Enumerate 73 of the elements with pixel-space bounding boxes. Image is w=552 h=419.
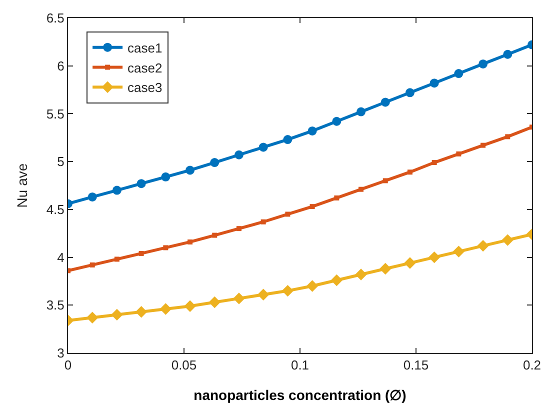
y-axis-title: Nu ave (14, 163, 30, 208)
point (90, 262, 95, 268)
point (358, 186, 364, 192)
y-tick-label: 6 (57, 58, 64, 74)
point (330, 274, 343, 286)
point (138, 250, 144, 256)
point (454, 69, 464, 78)
y-tick-label: 4.5 (46, 202, 64, 217)
point (234, 150, 244, 160)
point (257, 288, 270, 300)
point (88, 192, 97, 202)
point (260, 219, 266, 224)
point (236, 226, 242, 232)
point (432, 160, 437, 166)
point (452, 246, 465, 258)
point (380, 262, 392, 275)
point (456, 151, 462, 156)
point (332, 116, 342, 126)
point (208, 296, 220, 308)
x-tick-label: 0 (64, 358, 72, 373)
point (502, 234, 514, 246)
point (478, 59, 488, 68)
point (356, 107, 366, 116)
point (210, 158, 220, 168)
point (283, 135, 292, 144)
y-tick-label: 5.5 (46, 106, 64, 122)
point (233, 292, 245, 304)
point (503, 50, 512, 59)
y-tick-label: 5 (57, 154, 64, 170)
legend-label: case2 (128, 60, 162, 76)
point (404, 257, 416, 269)
point (163, 245, 168, 250)
y-tick-label: 6.5 (46, 10, 64, 26)
point (161, 172, 170, 182)
point (355, 268, 367, 280)
point (480, 142, 486, 148)
point (212, 232, 218, 238)
point (111, 308, 123, 321)
point (334, 195, 340, 200)
x-axis-title: nanoparticles concentration (∅) (194, 386, 406, 403)
point (306, 280, 318, 292)
point (380, 98, 390, 107)
point (186, 166, 195, 175)
x-tick-label: 0.1 (290, 358, 310, 373)
point (136, 179, 146, 188)
point (258, 142, 268, 152)
point (285, 212, 290, 217)
point (430, 78, 439, 88)
y-tick-label: 4 (57, 250, 64, 265)
x-tick-label: 0.15 (403, 358, 429, 373)
point (428, 251, 440, 264)
legend-label: case1 (128, 40, 162, 56)
point (407, 170, 412, 175)
x-tick-label: 0.05 (171, 358, 197, 373)
point (112, 186, 122, 195)
point (114, 256, 120, 262)
point (184, 300, 196, 312)
legend-label: case3 (128, 80, 162, 96)
point (505, 134, 510, 140)
point (135, 306, 148, 318)
x-tick-label: 0.2 (522, 358, 542, 373)
line-series (68, 124, 532, 274)
point (188, 239, 193, 244)
point (86, 312, 98, 324)
point (310, 204, 315, 210)
y-tick-label: 3 (57, 346, 64, 361)
point (308, 126, 317, 136)
point (160, 303, 172, 315)
point (405, 88, 414, 98)
point (282, 284, 294, 297)
point (477, 240, 489, 252)
y-tick-label: 3.5 (46, 298, 64, 313)
point (382, 178, 388, 184)
